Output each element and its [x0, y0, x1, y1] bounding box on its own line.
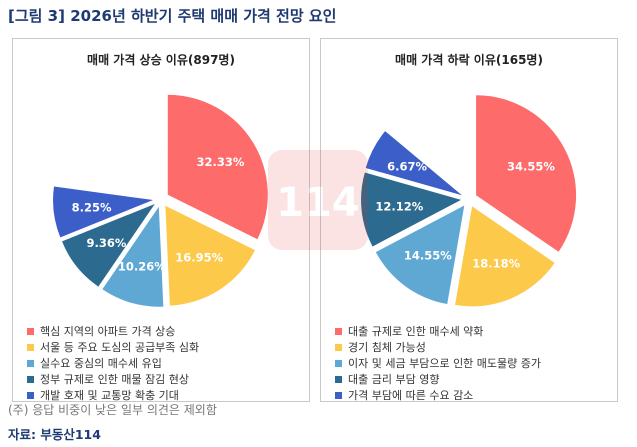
legend-label: 경기 침체 가능성	[348, 339, 426, 355]
figure-title: [그림 3] 2026년 하반기 주택 매매 가격 전망 요인	[8, 5, 336, 26]
chart-panel-rise: 매매 가격 상승 이유(897명) 32.33% 16.95% 10.26% 9.36…	[12, 38, 310, 402]
source-credit: 자료: 부동산114	[8, 424, 101, 443]
slice-value-label: 12.12%	[375, 199, 423, 213]
legend-label: 가격 부담에 따른 수요 감소	[348, 387, 473, 403]
legend: 대출 규제로 인한 매수세 약화 경기 침체 가능성 이자 및 세금 부담으로 인한…	[335, 323, 541, 403]
legend-item: 대출 금리 부담 영향	[335, 371, 541, 387]
legend-item: 정부 규제로 인한 매물 잠김 현상	[27, 371, 199, 387]
legend-swatch	[27, 360, 34, 367]
legend-swatch	[27, 376, 34, 383]
legend-label: 대출 금리 부담 영향	[348, 371, 439, 387]
legend-swatch	[27, 392, 34, 399]
legend-item: 대출 규제로 인한 매수세 약화	[335, 323, 541, 339]
legend-item: 이자 및 세금 부담으로 인한 매도물량 증가	[335, 355, 541, 371]
legend-item: 실수요 중심의 매수세 유입	[27, 355, 199, 371]
legend-swatch	[335, 376, 342, 383]
slice-value-label: 9.36%	[86, 236, 126, 250]
legend-label: 정부 규제로 인한 매물 잠김 현상	[40, 371, 189, 387]
slice-value-label: 8.25%	[72, 201, 112, 215]
legend-swatch	[335, 360, 342, 367]
chart-title: 매매 가격 하락 이유(165명)	[321, 51, 617, 68]
legend-swatch	[27, 328, 34, 335]
slice-value-label: 34.55%	[507, 159, 555, 173]
legend-item: 서울 등 주요 도심의 공급부족 심화	[27, 339, 199, 355]
pie-chart-rise: 32.33% 16.95% 10.26% 9.36% 8.25%	[23, 71, 299, 347]
legend-swatch	[335, 328, 342, 335]
legend-item: 경기 침체 가능성	[335, 339, 541, 355]
slice-value-label: 32.33%	[197, 155, 245, 169]
slice-value-label: 10.26%	[118, 259, 166, 273]
slice-value-label: 18.18%	[472, 256, 520, 270]
legend-swatch	[335, 392, 342, 399]
pie-chart-fall: 34.55% 18.18% 14.55% 12.12% 6.67%	[331, 71, 607, 347]
legend-item: 핵심 지역의 아파트 가격 상승	[27, 323, 199, 339]
legend-label: 대출 규제로 인한 매수세 약화	[348, 323, 483, 339]
slice-value-label: 14.55%	[404, 249, 452, 263]
legend: 핵심 지역의 아파트 가격 상승 서울 등 주요 도심의 공급부족 심화 실수요 중…	[27, 323, 199, 403]
chart-title: 매매 가격 상승 이유(897명)	[13, 51, 309, 68]
watermark-text: 114	[276, 180, 360, 226]
watermark-logo: 114	[268, 150, 368, 250]
legend-label: 이자 및 세금 부담으로 인한 매도물량 증가	[348, 355, 541, 371]
legend-label: 실수요 중심의 매수세 유입	[40, 355, 162, 371]
legend-item: 가격 부담에 따른 수요 감소	[335, 387, 541, 403]
slice-value-label: 16.95%	[175, 251, 223, 265]
footnote: (주) 응답 비중이 낮은 일부 의견은 제외함	[8, 401, 217, 418]
legend-label: 핵심 지역의 아파트 가격 상승	[40, 323, 175, 339]
legend-swatch	[335, 344, 342, 351]
legend-swatch	[27, 344, 34, 351]
slice-value-label: 6.67%	[387, 159, 427, 173]
legend-label: 서울 등 주요 도심의 공급부족 심화	[40, 339, 199, 355]
